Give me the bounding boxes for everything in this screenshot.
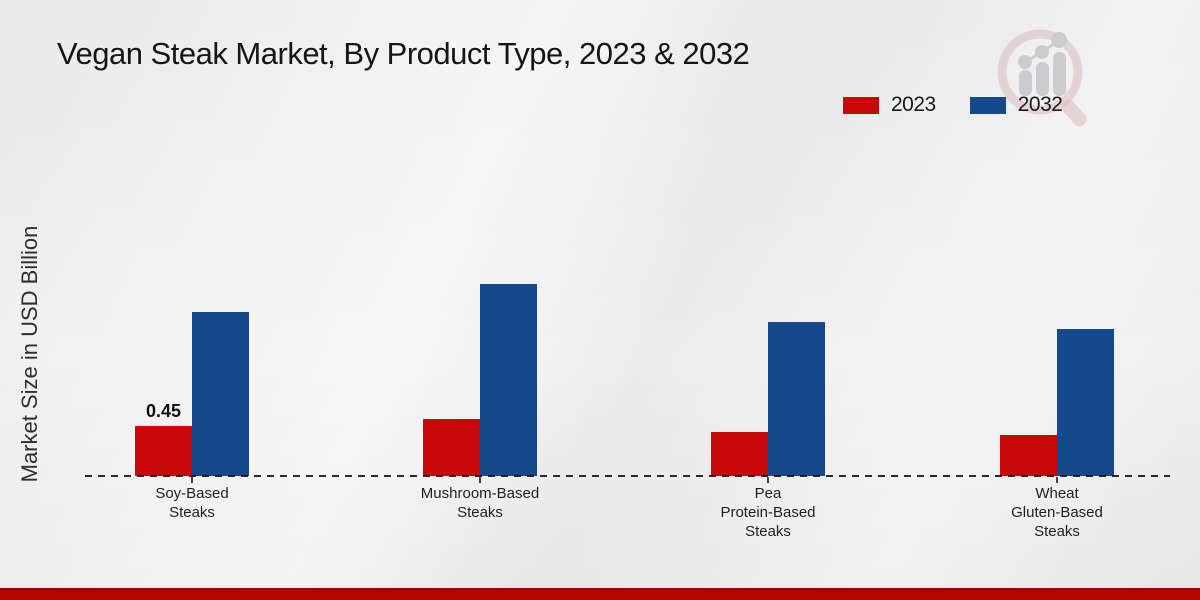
- legend-label-2032: 2032: [1017, 93, 1063, 116]
- bar-2032-pea-protein-based-steaks: [768, 322, 825, 476]
- x-axis-baseline: [85, 475, 1170, 477]
- bar-2023-pea-protein-based-steaks: [711, 432, 768, 476]
- legend: 2023 2032: [843, 93, 1063, 117]
- category-label-mushroom-based-steaks: Mushroom-Based Steaks: [420, 485, 540, 521]
- bar-2032-mushroom-based-steaks: [480, 284, 537, 476]
- category-label-wheat-gluten-based-steaks: Wheat Gluten-Based Steaks: [1011, 485, 1103, 540]
- bar-2032-soy-based-steaks: [192, 312, 249, 476]
- x-axis-tick-soy-based-steaks: [191, 477, 193, 483]
- x-axis-tick-mushroom-based-steaks: [479, 477, 481, 483]
- brand-watermark-magnifier-chart-icon: [997, 29, 1087, 127]
- bar-2023-wheat-gluten-based-steaks: [1000, 435, 1057, 476]
- x-axis-tick-wheat-gluten-based-steaks: [1056, 477, 1058, 483]
- category-label-pea-protein-based-steaks: Pea Protein-Based Steaks: [720, 485, 816, 540]
- category-label-soy-based-steaks: Soy-Based Steaks: [155, 485, 229, 521]
- legend-item-2023: 2023: [843, 93, 936, 117]
- legend-label-2023: 2023: [891, 93, 936, 116]
- footer-accent-bar: [0, 588, 1200, 600]
- bar-2032-wheat-gluten-based-steaks: [1057, 329, 1114, 476]
- legend-swatch-2032: [969, 96, 1006, 114]
- legend-item-2032: 2032: [969, 93, 1063, 117]
- bar-2023-soy-based-steaks: [135, 426, 192, 476]
- chart-title: Vegan Steak Market, By Product Type, 202…: [57, 36, 750, 71]
- x-axis-tick-pea-protein-based-steaks: [767, 477, 769, 483]
- data-label-2023-soy-based-steaks: 0.45: [145, 401, 182, 421]
- bar-2023-mushroom-based-steaks: [423, 419, 480, 476]
- legend-swatch-2023: [843, 96, 879, 114]
